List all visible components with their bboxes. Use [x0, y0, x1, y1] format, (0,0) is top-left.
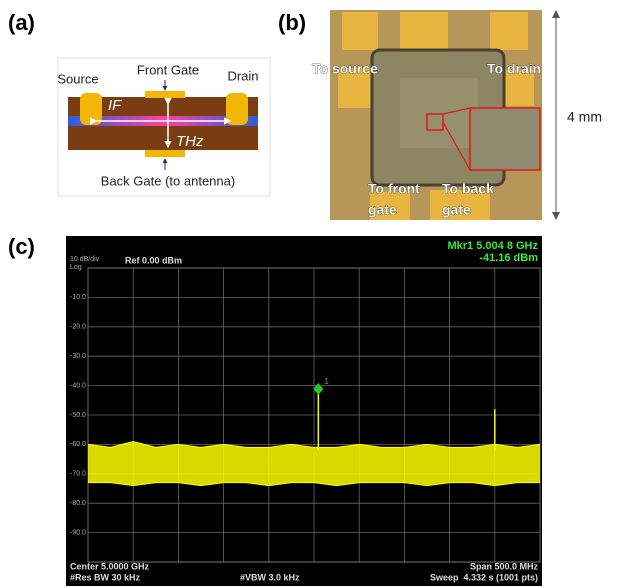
- to-back-gate-label: To back: [442, 181, 494, 197]
- chip-center: [400, 78, 478, 148]
- scale-label: 10 dB/div: [70, 256, 100, 263]
- analyzer-screen: [66, 236, 542, 586]
- to-source-label: To source: [312, 61, 378, 77]
- source-label: Source: [57, 71, 98, 86]
- to-drain-label: To drain: [487, 61, 541, 77]
- y-tick-label: -90.0: [70, 529, 86, 536]
- res-bw-label: #Res BW 30 kHz: [70, 572, 141, 582]
- to-front-gate-label: gate: [368, 202, 397, 218]
- sweep-label: Sweep 4.332 s (1001 pts): [430, 572, 538, 582]
- span-label: Span 500.0 MHz: [470, 561, 539, 571]
- reference-label: Ref 0.00 dBm: [125, 255, 182, 265]
- drain-contact: [226, 93, 248, 125]
- size-label: 4 mm: [567, 109, 602, 125]
- y-tick-label: -10.0: [70, 294, 86, 301]
- y-tick-label: -30.0: [70, 353, 86, 360]
- trace-band: [88, 441, 540, 485]
- y-tick-label: -70.0: [70, 471, 86, 478]
- front-gate: [145, 91, 185, 98]
- panel-label: (a): [8, 10, 35, 35]
- drain-label: Drain: [227, 68, 258, 83]
- y-tick-label: -50.0: [70, 412, 86, 419]
- back-gate: [145, 150, 185, 157]
- y-tick-label: -20.0: [70, 324, 86, 331]
- zoom-inset: [470, 108, 540, 170]
- to-back-gate-label: gate: [442, 202, 471, 218]
- thz-label: THz: [176, 133, 204, 150]
- y-tick-label: -60.0: [70, 441, 86, 448]
- peak-marker-label: 1: [324, 377, 329, 386]
- pad: [490, 12, 528, 50]
- to-front-gate-label: To front: [368, 181, 420, 197]
- center-label: Center 5.0000 GHz: [70, 561, 150, 571]
- pad: [342, 12, 378, 50]
- source-contact: [80, 93, 102, 125]
- log-label: Log: [70, 264, 82, 271]
- marker-readout: Mkr1 5.004 8 GHz: [448, 240, 539, 252]
- vbw-label: #VBW 3.0 kHz: [240, 572, 300, 582]
- front-gate-label: Front Gate: [137, 62, 199, 77]
- y-tick-label: -80.0: [70, 500, 86, 507]
- back-gate-label: Back Gate (to antenna): [101, 173, 235, 188]
- marker-readout: -41.16 dBm: [479, 252, 538, 264]
- if-label: IF: [108, 97, 122, 114]
- panel-label: (c): [8, 234, 35, 259]
- pad: [400, 12, 448, 50]
- y-tick-label: -40.0: [70, 382, 86, 389]
- figure: (a) Source Front Gate Drain IF THz Back …: [0, 0, 624, 588]
- panel-label: (b): [278, 10, 306, 35]
